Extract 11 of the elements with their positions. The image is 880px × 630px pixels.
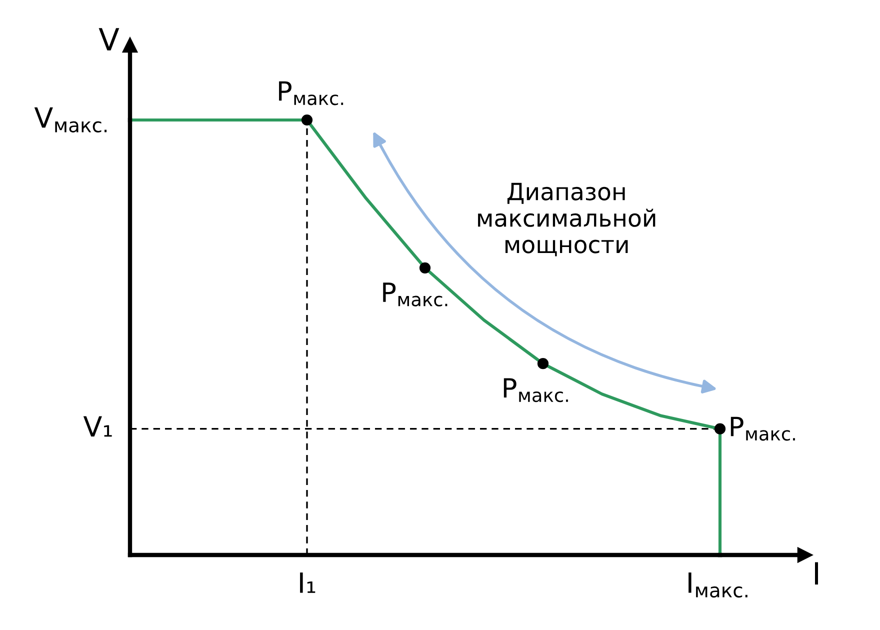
annotation: P$_{макс.}$	[383, 282, 448, 306]
ref-line-label: V₁	[83, 416, 112, 437]
x-tick-label: I$_{макс.}$	[688, 572, 748, 598]
annotation: P$_{макс.}$	[504, 378, 568, 402]
text: V$_{макс.}$	[34, 107, 107, 132]
x-axis-title: I	[815, 562, 818, 585]
annotation: P$_{макс.}$	[279, 81, 344, 106]
y-axis-title: V	[98, 28, 120, 50]
x-tick-label: I₁	[300, 572, 316, 593]
annotation: Диапазон максимальной мощности	[478, 182, 656, 256]
annotation: P$_{макс.}$	[730, 416, 795, 441]
